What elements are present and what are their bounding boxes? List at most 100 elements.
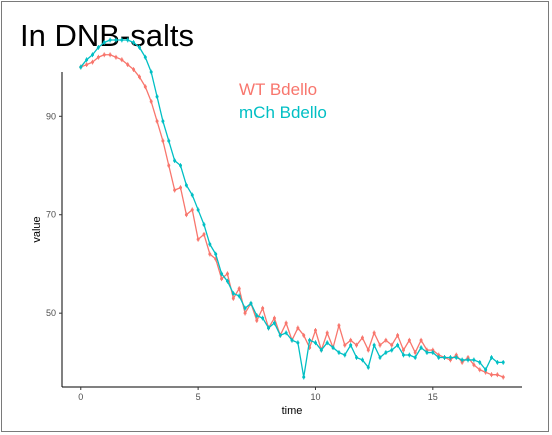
data-point xyxy=(343,343,347,347)
data-point xyxy=(495,360,499,364)
data-point xyxy=(255,319,259,323)
x-tick-label: 10 xyxy=(310,392,320,402)
data-point xyxy=(196,237,200,241)
data-point xyxy=(272,321,276,325)
data-point xyxy=(184,213,188,217)
y-tick-label: 70 xyxy=(46,210,56,220)
data-point xyxy=(337,323,341,327)
data-point xyxy=(179,186,183,190)
data-point xyxy=(448,358,452,362)
data-point xyxy=(366,365,370,369)
x-axis-title: time xyxy=(282,405,303,417)
data-point xyxy=(231,291,235,295)
data-point xyxy=(155,119,159,123)
data-point xyxy=(290,338,294,342)
data-point xyxy=(401,348,405,352)
data-point xyxy=(349,343,353,347)
data-point xyxy=(114,55,118,59)
data-point xyxy=(220,277,224,281)
data-point xyxy=(460,360,464,364)
data-point xyxy=(390,343,394,347)
data-point xyxy=(419,338,423,342)
data-point xyxy=(378,343,382,347)
data-point xyxy=(149,70,153,74)
data-point xyxy=(249,301,253,305)
data-point xyxy=(478,368,482,372)
data-point xyxy=(378,355,382,359)
y-tick-label: 90 xyxy=(46,111,56,121)
data-point xyxy=(407,338,411,342)
data-point xyxy=(255,314,259,318)
data-point xyxy=(355,343,359,347)
data-point xyxy=(267,326,271,330)
legend: WT Bdello mCh Bdello xyxy=(239,80,327,122)
y-axis-title: value xyxy=(31,216,43,242)
data-point xyxy=(96,55,100,59)
y-tick-label: 50 xyxy=(46,308,56,318)
data-point xyxy=(407,353,411,357)
data-point xyxy=(126,38,130,42)
data-point xyxy=(296,326,300,330)
data-point xyxy=(102,53,106,57)
data-point xyxy=(431,348,435,352)
data-point xyxy=(85,58,89,62)
data-point xyxy=(173,188,177,192)
data-point xyxy=(114,38,118,42)
data-point xyxy=(313,341,317,345)
data-point xyxy=(278,333,282,337)
data-point xyxy=(431,351,435,355)
data-point xyxy=(202,223,206,227)
data-point xyxy=(401,353,405,357)
data-point xyxy=(413,355,417,359)
data-point xyxy=(372,343,376,347)
data-point xyxy=(343,353,347,357)
data-point xyxy=(331,346,335,350)
data-point xyxy=(325,341,329,345)
data-point xyxy=(237,287,241,291)
data-point xyxy=(155,95,159,99)
data-point xyxy=(484,370,488,374)
data-point xyxy=(237,294,241,298)
data-point xyxy=(261,316,265,320)
data-point xyxy=(231,296,235,300)
data-point xyxy=(466,358,470,362)
data-point xyxy=(396,343,400,347)
data-point xyxy=(308,338,312,342)
data-point xyxy=(120,38,124,42)
data-point xyxy=(96,45,100,49)
data-point xyxy=(202,232,206,236)
data-point xyxy=(179,164,183,168)
data-point xyxy=(355,355,359,359)
data-point xyxy=(489,355,493,359)
data-point xyxy=(143,85,147,89)
data-point xyxy=(443,355,447,359)
data-point xyxy=(79,65,83,69)
data-point xyxy=(349,338,353,342)
data-point xyxy=(419,346,423,350)
series-layer xyxy=(79,37,505,380)
data-point xyxy=(302,375,306,379)
data-point xyxy=(167,139,171,143)
data-point xyxy=(384,351,388,355)
data-point xyxy=(296,341,300,345)
data-point xyxy=(190,208,194,212)
data-point xyxy=(108,53,112,57)
data-point xyxy=(495,373,499,377)
data-point xyxy=(225,272,229,276)
data-point xyxy=(478,360,482,364)
data-point xyxy=(360,358,364,362)
data-point xyxy=(208,242,212,246)
data-point xyxy=(425,351,429,355)
legend-entry: WT Bdello xyxy=(239,80,317,99)
data-point xyxy=(472,358,476,362)
x-tick-label: 5 xyxy=(196,392,201,402)
panel-title: In DNB-salts xyxy=(20,18,194,53)
data-point xyxy=(137,45,141,49)
data-point xyxy=(137,75,141,79)
data-point xyxy=(126,63,130,67)
data-point xyxy=(313,328,317,332)
data-point xyxy=(501,360,505,364)
data-point xyxy=(460,358,464,362)
data-point xyxy=(214,252,218,256)
data-point xyxy=(384,338,388,342)
